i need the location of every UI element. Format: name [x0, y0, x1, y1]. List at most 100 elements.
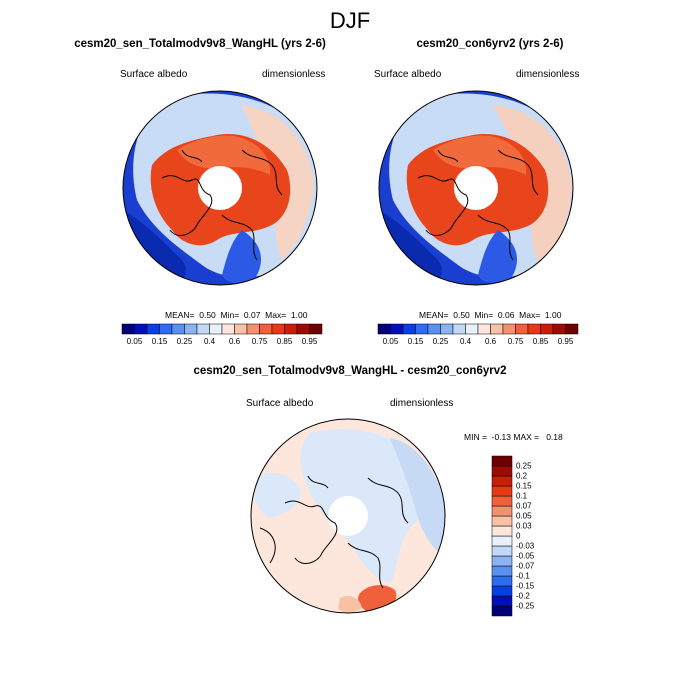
colorbar-tick-label: 0.07	[516, 501, 532, 511]
colorbar-swatch	[491, 485, 513, 497]
colorbar-swatch	[296, 323, 310, 335]
colorbar-tick-label: 0.75	[507, 337, 524, 346]
colorbar-swatch	[377, 323, 391, 335]
colorbar-swatch	[402, 323, 416, 335]
colorbar-swatch	[491, 585, 513, 597]
colorbar-swatch	[159, 323, 173, 335]
colorbar-tick-label: 0.05	[382, 337, 399, 346]
diff-panel-variable-label: Surface albedo	[246, 398, 314, 409]
colorbar-tick-label: 0.85	[276, 337, 293, 346]
colorbar-swatch	[491, 505, 513, 517]
colorbar-swatch	[491, 475, 513, 487]
panel-2-variable-label: Surface albedo	[374, 69, 442, 80]
colorbar-tick-label: 0.05	[516, 511, 532, 521]
colorbar-swatch	[171, 323, 185, 335]
colorbar-swatch	[221, 323, 235, 335]
colorbar-swatch	[440, 323, 454, 335]
colorbar-tick-label: 0.03	[516, 521, 532, 531]
diff-panel-polar-map	[250, 418, 446, 614]
panel-2-stats: MEAN= 0.50 Min= 0.06 Max= 1.00	[419, 310, 562, 320]
colorbar-swatch	[146, 323, 160, 335]
panel-1-title: cesm20_sen_Totalmodv9v8_WangHL (yrs 2-6)	[74, 38, 326, 50]
colorbar-tick-label: 0	[516, 531, 521, 541]
colorbar-swatch	[491, 455, 513, 467]
panel-1-colorbar-ticks: 0.05 0.15 0.25 0.4 0.6 0.75 0.85 0.95	[122, 337, 322, 349]
colorbar-tick-label: 0.2	[516, 471, 528, 481]
colorbar-swatch	[540, 323, 554, 335]
colorbar-swatch	[491, 515, 513, 527]
colorbar-swatch	[502, 323, 516, 335]
colorbar-swatch	[234, 323, 248, 335]
colorbar-tick-label: 0.1	[516, 491, 528, 501]
colorbar-tick-label: 0.25	[516, 461, 532, 471]
colorbar-swatch	[465, 323, 479, 335]
colorbar-swatch	[209, 323, 223, 335]
panel-2-polar-map	[378, 90, 574, 286]
colorbar-swatch	[259, 323, 273, 335]
colorbar-swatch	[491, 545, 513, 557]
colorbar-swatch	[491, 555, 513, 567]
colorbar-tick-label: -0.1	[516, 571, 530, 581]
colorbar-tick-label: 0.05	[126, 337, 143, 346]
colorbar-tick-label: 0.85	[532, 337, 549, 346]
colorbar-tick-label: 0.15	[516, 481, 532, 491]
main-title: DJF	[329, 8, 371, 33]
colorbar-tick-label: -0.03	[516, 541, 535, 551]
diff-panel-colorbar-ticks: 0.25 0.2 0.15 0.1 0.07 0.05 0.03 0 -0.03 -0.05 -0.…	[516, 456, 556, 616]
colorbar-tick-label: 0.4	[203, 337, 216, 346]
colorbar-swatch	[491, 565, 513, 577]
diff-panel-units-label: dimensionless	[390, 398, 454, 409]
colorbar-tick-label: 0.4	[459, 337, 472, 346]
colorbar-swatch	[415, 323, 429, 335]
colorbar-swatch	[427, 323, 441, 335]
panel-1-polar-map	[122, 90, 318, 286]
colorbar-tick-label: 0.95	[557, 337, 574, 346]
colorbar-swatch	[452, 323, 466, 335]
colorbar-swatch	[196, 323, 210, 335]
panel-2-units-label: dimensionless	[516, 69, 580, 80]
colorbar-swatch	[491, 605, 513, 617]
colorbar-swatch	[390, 323, 404, 335]
colorbar-swatch	[515, 323, 529, 335]
colorbar-swatch	[527, 323, 541, 335]
panel-1-colorbar	[121, 323, 323, 335]
colorbar-swatch	[490, 323, 504, 335]
colorbar-tick-label: -0.25	[516, 601, 535, 611]
panel-2-colorbar	[377, 323, 579, 335]
colorbar-tick-label: 0.25	[432, 337, 449, 346]
panel-2-title: cesm20_con6yrv2 (yrs 2-6)	[416, 38, 564, 50]
diff-panel-colorbar	[491, 455, 513, 617]
colorbar-tick-label: 0.15	[407, 337, 424, 346]
diff-panel-stats: MIN = -0.13 MAX = 0.18	[464, 432, 563, 442]
colorbar-swatch	[491, 595, 513, 607]
panel-1-units-label: dimensionless	[262, 69, 326, 80]
colorbar-swatch	[121, 323, 135, 335]
colorbar-swatch	[284, 323, 298, 335]
colorbar-swatch	[134, 323, 148, 335]
colorbar-tick-label: -0.15	[516, 581, 535, 591]
colorbar-tick-label: -0.07	[516, 561, 535, 571]
colorbar-swatch	[246, 323, 260, 335]
colorbar-swatch	[271, 323, 285, 335]
colorbar-tick-label: 0.95	[301, 337, 318, 346]
panel-1-variable-label: Surface albedo	[120, 69, 188, 80]
colorbar-swatch	[565, 323, 579, 335]
colorbar-swatch	[491, 575, 513, 587]
colorbar-tick-label: 0.25	[176, 337, 193, 346]
diff-panel-title: cesm20_sen_Totalmodv9v8_WangHL - cesm20_…	[193, 365, 507, 377]
panel-2-colorbar-ticks: 0.05 0.15 0.25 0.4 0.6 0.75 0.85 0.95	[378, 337, 578, 349]
colorbar-swatch	[309, 323, 323, 335]
colorbar-swatch	[491, 465, 513, 477]
colorbar-tick-label: -0.2	[516, 591, 530, 601]
colorbar-tick-label: -0.05	[516, 551, 535, 561]
colorbar-swatch	[491, 535, 513, 547]
panel-1-stats: MEAN= 0.50 Min= 0.07 Max= 1.00	[165, 310, 308, 320]
colorbar-swatch	[552, 323, 566, 335]
colorbar-tick-label: 0.75	[251, 337, 268, 346]
colorbar-swatch	[184, 323, 198, 335]
colorbar-tick-label: 0.6	[484, 337, 497, 346]
colorbar-tick-label: 0.15	[151, 337, 168, 346]
colorbar-tick-label: 0.6	[228, 337, 241, 346]
colorbar-swatch	[491, 525, 513, 537]
colorbar-swatch	[491, 495, 513, 507]
